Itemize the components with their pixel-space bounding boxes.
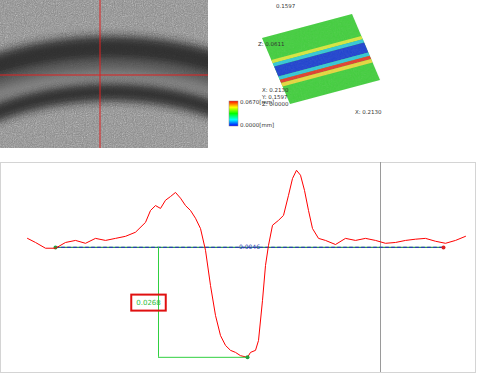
svg-text:0.0268: 0.0268 bbox=[136, 299, 161, 307]
svg-text:0.1597: 0.1597 bbox=[276, 3, 296, 9]
svg-text:Y: 0.1597: Y: 0.1597 bbox=[262, 94, 288, 100]
svg-text:0.0670[mm]: 0.0670[mm] bbox=[240, 99, 274, 105]
svg-text:X: 0.2130: X: 0.2130 bbox=[355, 109, 382, 115]
svg-text:X: 0.2130: X: 0.2130 bbox=[262, 87, 289, 93]
svg-text:0.0000[mm]: 0.0000[mm] bbox=[240, 122, 274, 128]
svg-text:Z: 0.0000: Z: 0.0000 bbox=[262, 101, 289, 107]
svg-text:0.0046: 0.0046 bbox=[239, 243, 260, 250]
svg-text:Z: 0.0611: Z: 0.0611 bbox=[258, 41, 285, 47]
